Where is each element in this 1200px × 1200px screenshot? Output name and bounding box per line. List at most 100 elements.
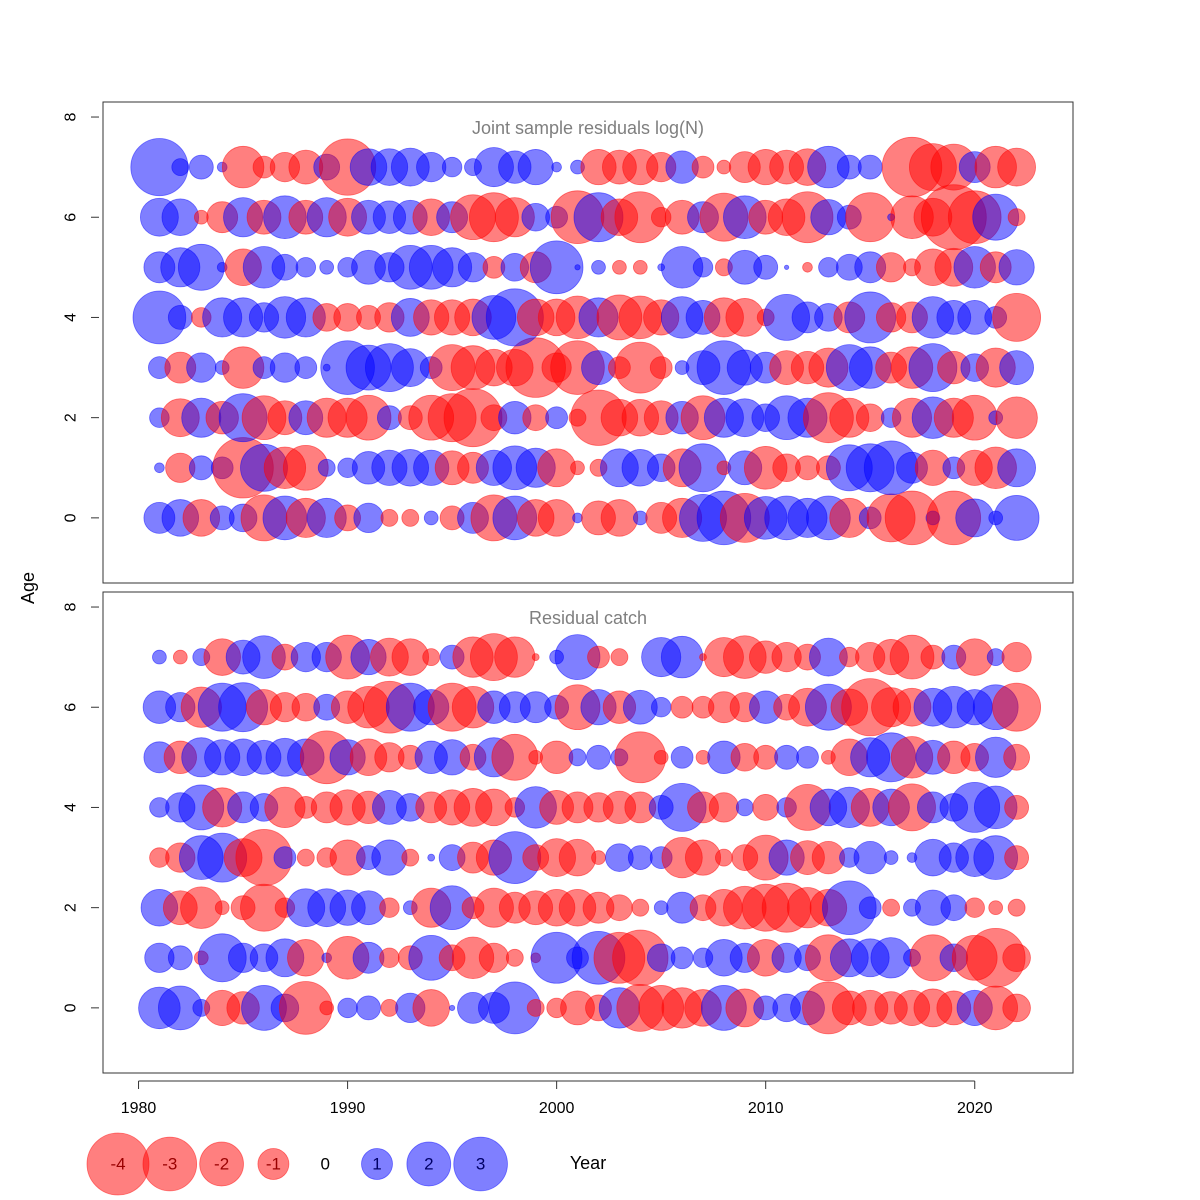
- legend-label: -4: [110, 1155, 125, 1174]
- residual-bubble: [857, 154, 883, 180]
- residual-bubble: [992, 292, 1042, 342]
- residual-bubble: [795, 455, 820, 481]
- residual-bubble: [853, 840, 887, 875]
- residual-bubble: [1007, 898, 1026, 917]
- residual-bubble: [586, 744, 611, 770]
- residual-bubble: [670, 946, 694, 970]
- residual-bubble: [568, 748, 587, 767]
- y-tick-label: 2: [63, 903, 80, 912]
- residual-bubble: [478, 942, 509, 973]
- residual-bubble: [591, 259, 606, 275]
- residual-bubble: [172, 649, 188, 665]
- panel-1: Joint sample residuals log(N) 0 2 4 6 8: [63, 101, 1074, 584]
- residual-bubble: [154, 462, 165, 474]
- residual-bubble: [526, 999, 545, 1017]
- bubble-size-legend: -4 -3 -2 -1 0 1 2 3: [86, 1132, 508, 1196]
- residual-bubble: [188, 154, 214, 180]
- residual-bubble: [627, 845, 653, 871]
- residual-bubble: [818, 257, 839, 278]
- residual-bubble: [802, 261, 813, 273]
- residual-bubble: [653, 900, 669, 916]
- residual-bubble: [188, 455, 214, 481]
- x-tick-label: 2020: [957, 1100, 993, 1117]
- residual-bubble: [517, 149, 554, 186]
- legend-bubble: [406, 1141, 452, 1187]
- y-tick-label: 2: [63, 413, 80, 422]
- residual-bubble: [572, 512, 583, 524]
- residual-bubble: [610, 648, 629, 666]
- y-tick-label: 0: [63, 1003, 80, 1012]
- residual-bubble: [449, 1004, 456, 1011]
- legend-label: -2: [214, 1155, 229, 1174]
- residual-bubble: [1004, 845, 1030, 871]
- panel-frame: [102, 591, 1074, 1074]
- residual-bubble: [319, 1000, 335, 1016]
- residual-bubble: [379, 947, 400, 969]
- panel-title: Joint sample residuals log(N): [472, 118, 704, 138]
- residual-bubble: [271, 253, 299, 281]
- residual-bubble: [855, 403, 885, 432]
- legend-bubble: [257, 1148, 290, 1180]
- residual-bubble: [964, 897, 985, 918]
- residual-bubble: [171, 158, 190, 176]
- residual-bubble: [993, 495, 1040, 541]
- legend-label: -3: [162, 1155, 177, 1174]
- residual-bubble: [401, 509, 420, 527]
- residual-bubble: [380, 509, 399, 527]
- legend-label: -1: [266, 1155, 281, 1174]
- y-tick-label: 0: [63, 513, 80, 522]
- residual-bubble: [708, 792, 740, 823]
- residual-bubble: [167, 945, 193, 971]
- residual-bubble: [193, 209, 209, 225]
- residual-bubble: [612, 259, 627, 275]
- residual-bubble: [999, 350, 1034, 385]
- residual-bubble: [273, 846, 297, 869]
- residual-bubble: [997, 448, 1036, 488]
- residual-bubble: [600, 499, 639, 537]
- bubbles: [130, 136, 1042, 546]
- x-tick-label: 1980: [121, 1100, 157, 1117]
- x-tick-label: 2000: [539, 1100, 575, 1117]
- residual-bubble: [606, 894, 633, 922]
- residual-bubble: [653, 749, 669, 765]
- residual-bubble: [529, 240, 584, 295]
- residual-bubble: [545, 406, 568, 430]
- residual-bubble: [940, 894, 968, 922]
- residual-bubble: [494, 636, 536, 678]
- residual-bubble: [441, 156, 463, 178]
- residual-bubble: [537, 499, 576, 537]
- residual-bubble: [558, 838, 597, 877]
- residual-bubble: [423, 510, 439, 526]
- y-tick-label: 6: [63, 213, 80, 222]
- legend-label: 0: [320, 1155, 329, 1174]
- residual-bubble: [537, 448, 576, 488]
- residual-bubble: [632, 510, 648, 526]
- residual-bubble: [1002, 943, 1031, 973]
- residual-bubble: [774, 744, 800, 770]
- residual-bubble: [505, 948, 524, 967]
- panel-2: Residual catch 0 2 4 6 8: [63, 591, 1074, 1074]
- residual-bubble: [587, 645, 610, 669]
- y-tick-label: 6: [63, 703, 80, 712]
- residual-bubble: [992, 682, 1042, 732]
- residual-bubble: [531, 653, 540, 661]
- y-tick-label: 4: [63, 313, 80, 322]
- legend-label: 3: [476, 1155, 485, 1174]
- y-axis: 0 2 4 6 8: [63, 602, 99, 1012]
- x-tick-label: 2010: [748, 1100, 784, 1117]
- residual-bubble: [412, 989, 450, 1027]
- residual-bubble: [214, 900, 230, 916]
- residual-bubble: [753, 744, 779, 770]
- residual-bubble: [295, 257, 317, 278]
- residual-bubble: [995, 396, 1038, 439]
- y-tick-label: 4: [63, 803, 80, 812]
- residual-bubble: [1001, 641, 1032, 673]
- residual-bubble: [988, 900, 1004, 916]
- residual-bubble: [784, 264, 790, 270]
- x-axis-title: Year: [570, 1153, 606, 1173]
- residual-bubble: [651, 697, 672, 718]
- residual-bubble: [670, 745, 694, 769]
- legend-bubble: [199, 1141, 244, 1187]
- residual-bubble: [955, 498, 995, 538]
- legend-bubble: [361, 1148, 393, 1180]
